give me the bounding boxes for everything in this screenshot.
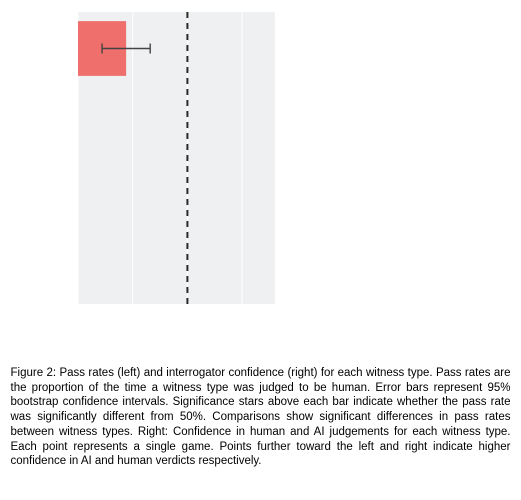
figure (0, 0, 521, 360)
caption: Figure 2: Pass rates (left) and interrog… (11, 366, 511, 469)
chart-svg (0, 0, 521, 360)
